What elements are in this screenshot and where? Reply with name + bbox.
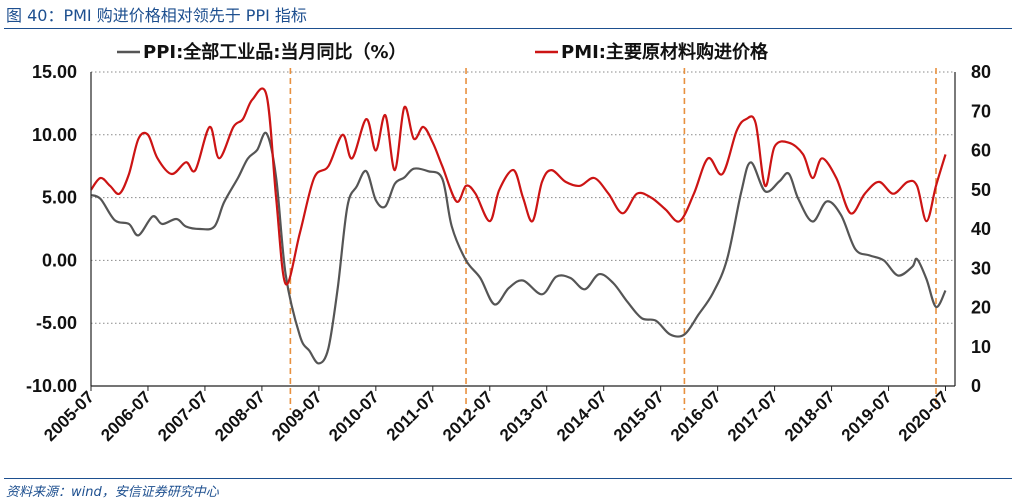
y-right-tick-label: 10 — [971, 337, 991, 357]
y-right-tick-label: 60 — [971, 141, 991, 161]
x-tick-label: 2007-07 — [154, 387, 212, 445]
x-tick-label: 2018-07 — [781, 387, 839, 445]
y-left-tick-label: -10.00 — [26, 376, 77, 396]
y-left-tick-label: -5.00 — [36, 313, 77, 333]
title-divider — [4, 28, 1012, 29]
source-note: 资料来源：wind，安信证券研究中心 — [6, 485, 219, 500]
y-left-tick-label: 10.00 — [32, 125, 77, 145]
y-left-tick-label: 5.00 — [42, 188, 77, 208]
y-right-tick-label: 30 — [971, 258, 991, 278]
y-left-tick-label: 15.00 — [32, 62, 77, 82]
series-ppi-line — [90, 131, 947, 365]
y-right-tick-label: 0 — [971, 376, 981, 396]
x-tick-label: 2008-07 — [211, 387, 269, 445]
footer-divider — [4, 478, 1012, 479]
x-tick-label: 2012-07 — [439, 387, 497, 445]
x-tick-label: 2015-07 — [610, 387, 668, 445]
vertical-markers — [289, 68, 937, 410]
x-tick-label: 2019-07 — [838, 387, 896, 445]
y-right-tick-label: 70 — [971, 101, 991, 121]
series-pmi-line — [90, 87, 947, 286]
y-right-tick-label: 20 — [971, 298, 991, 318]
x-tick-label: 2017-07 — [724, 387, 782, 445]
x-tick-label: 2009-07 — [268, 387, 326, 445]
x-tick-label: 2011-07 — [383, 387, 440, 444]
figure-title: 图 40：PMI 购进价格相对领先于 PPI 指标 — [6, 6, 307, 25]
x-tick-label: 2005-07 — [40, 387, 98, 445]
y-right-tick-label: 40 — [971, 219, 991, 239]
axis-layer: -10.00 -5.00 0.00 5.00 10.00 15.00 0 10 20 30 40 50… — [26, 62, 991, 445]
legend-pmi-label: PMI:主要原材料购进价格 — [561, 41, 769, 63]
x-tick-label: 2010-07 — [325, 387, 383, 445]
y-right-tick-label: 80 — [971, 62, 991, 82]
x-tick-label: 2016-07 — [667, 387, 725, 445]
x-tick-label: 2020-07 — [895, 387, 953, 445]
x-tick-label: 2014-07 — [553, 387, 611, 445]
legend: PPI:全部工业品:当月同比（%） PMI:主要原材料购进价格 — [117, 41, 769, 63]
x-tick-label: 2013-07 — [496, 387, 554, 445]
y-right-tick-label: 50 — [971, 180, 991, 200]
legend-ppi-label: PPI:全部工业品:当月同比（%） — [143, 41, 407, 63]
series-layer — [90, 87, 947, 365]
y-left-tick-label: 0.00 — [42, 250, 77, 270]
x-tick-label: 2006-07 — [97, 387, 155, 445]
